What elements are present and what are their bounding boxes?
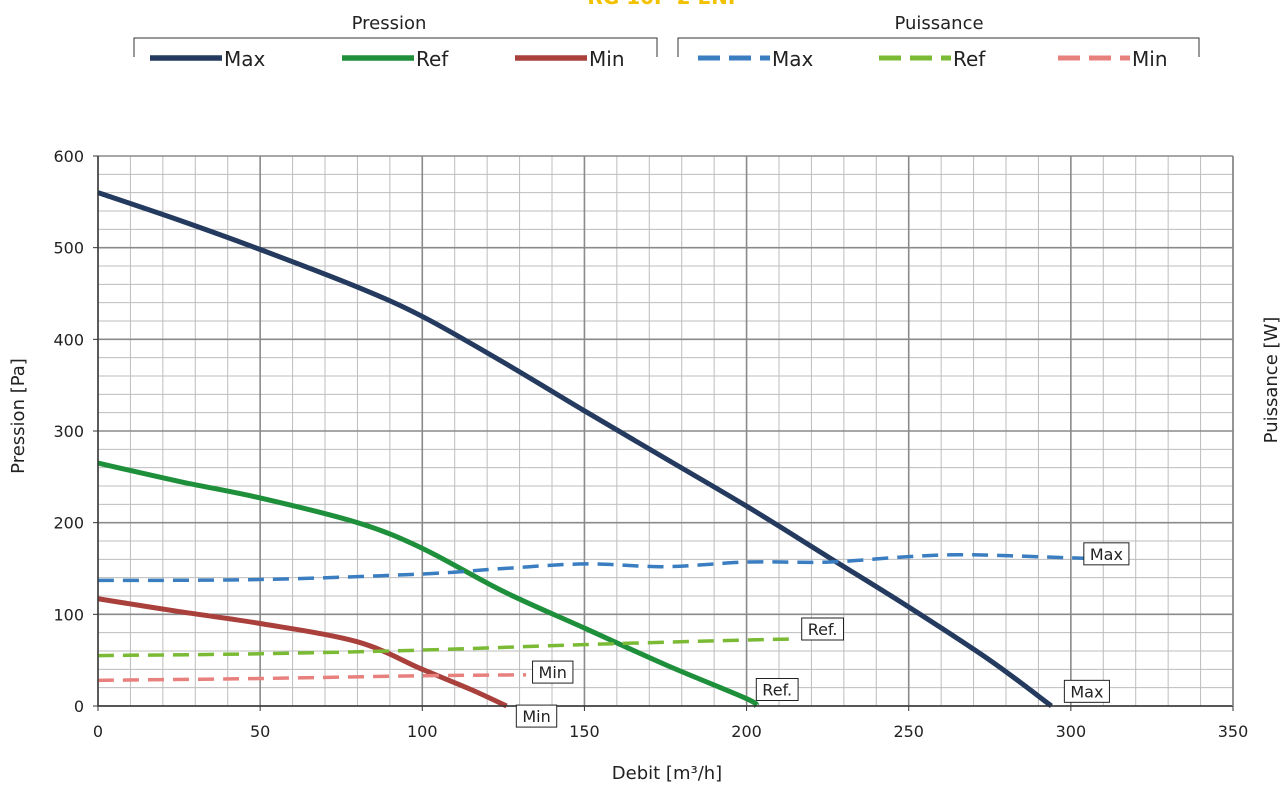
x-tick-label: 0	[93, 722, 103, 741]
annotation-text: Min	[539, 663, 567, 682]
y-tick-label: 200	[53, 514, 84, 533]
legend-entry-label: Max	[772, 47, 814, 71]
legend-group-pression: Pression Max Ref Min	[133, 13, 658, 71]
series-puissance-ref-line	[97, 637, 796, 658]
annotation-label: Max	[1063, 679, 1110, 703]
x-tick-label: 100	[407, 722, 438, 741]
x-tick-label: 50	[250, 722, 270, 741]
annotation-text: Min	[522, 707, 550, 726]
annotation-box	[755, 678, 799, 701]
annotation-label: Ref.	[755, 678, 799, 701]
y2-axis-label: Puissance [W]	[1261, 317, 1282, 444]
x-axis-label: Debit [m³/h]	[612, 763, 722, 784]
y-tick-label: 300	[53, 422, 84, 441]
legend-entry-label: Ref	[416, 47, 449, 71]
y-tick-label: 600	[53, 147, 84, 166]
legend-entry-label: Ref	[953, 47, 986, 71]
annotation-text: Max	[1070, 682, 1103, 701]
x-tick-label: 350	[1218, 722, 1249, 741]
y-tick-label: 0	[74, 697, 84, 716]
x-tick-label: 150	[569, 722, 600, 741]
tick-labels: 0 50 100 150 200 250 300 350 0 100 200 300 400 500 600	[53, 147, 1248, 741]
annotation-label: Max	[1083, 542, 1130, 566]
legend-group-title: Pression	[352, 13, 427, 34]
chart-title: RG 10P-2 ENP	[587, 0, 742, 9]
annotation-text: Ref.	[808, 620, 838, 639]
legend-group-title: Puissance	[894, 13, 983, 34]
annotation-label: Ref.	[801, 617, 844, 641]
annotation-box	[1063, 679, 1110, 703]
annotation-text: Max	[1090, 545, 1123, 564]
legend-group-bracket	[677, 37, 1200, 57]
y-axis-label: Pression [Pa]	[8, 358, 29, 474]
annotations: Max Ref. Min Ref. Max Min	[515, 542, 1130, 728]
x-tick-label: 250	[893, 722, 924, 741]
series-pression-min-line	[97, 596, 508, 709]
annotation-box	[801, 617, 844, 641]
series-puissance-max-line	[97, 552, 1088, 583]
series-puissance-min-line	[97, 673, 527, 683]
legend-entry-label: Min	[1132, 47, 1168, 71]
y-tick-label: 100	[53, 605, 84, 624]
y-tick-label: 400	[53, 330, 84, 349]
x-tick-label: 200	[731, 722, 762, 741]
legend: Pression Max Ref Min Puissance Max Ref Min	[133, 13, 1200, 71]
legend-group-bracket	[133, 37, 658, 57]
annotation-box	[1083, 542, 1130, 566]
series-pression-ref-line	[97, 460, 760, 709]
legend-group-puissance: Puissance Max Ref Min	[677, 13, 1200, 71]
series-pression-max-line	[97, 190, 1053, 709]
annotation-box	[515, 704, 558, 728]
annotation-text: Ref.	[762, 681, 792, 700]
annotation-box	[532, 660, 574, 684]
annotation-label: Min	[532, 660, 574, 684]
annotation-label: Min	[515, 704, 558, 728]
y-tick-label: 500	[53, 239, 84, 258]
legend-entry-label: Max	[224, 47, 266, 71]
x-tick-label: 300	[1056, 722, 1087, 741]
series-lines	[97, 190, 1088, 709]
legend-entry-label: Min	[589, 47, 625, 71]
